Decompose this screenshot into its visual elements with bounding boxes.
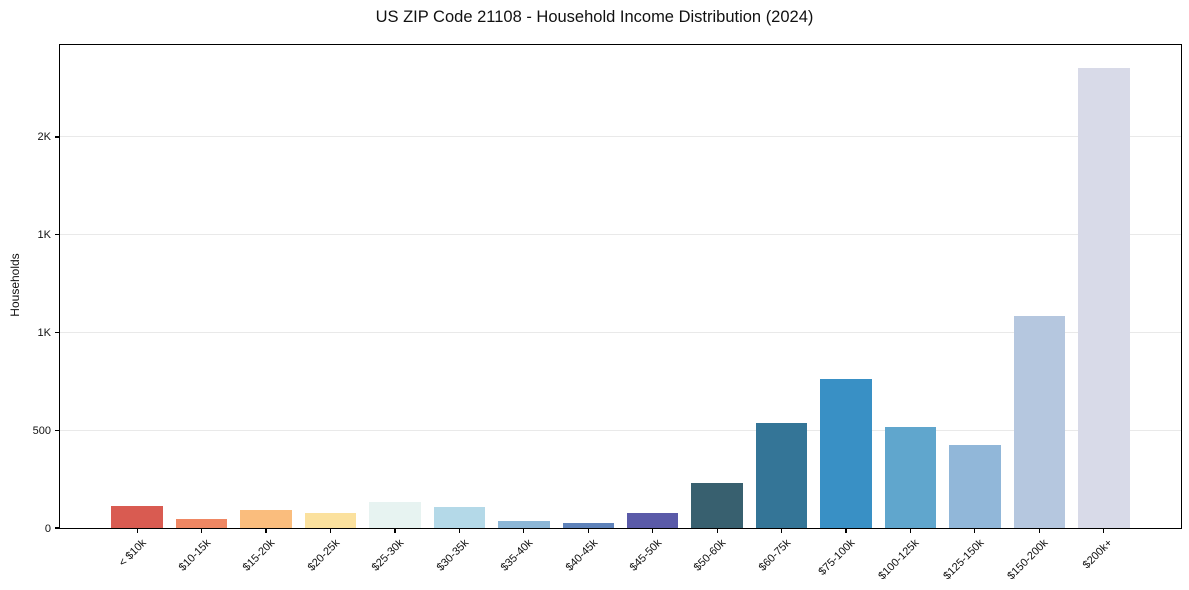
y-tick-label: 500	[32, 424, 51, 437]
x-tick-label: $15-20k	[240, 537, 278, 574]
bar	[369, 502, 421, 528]
x-tick-label: $30-35k	[434, 537, 471, 574]
bar	[949, 444, 1001, 528]
x-tick-mark	[652, 529, 654, 534]
x-tick-mark	[523, 529, 525, 534]
x-tick-mark	[329, 529, 332, 534]
x-tick-label: $200k+	[1081, 537, 1116, 572]
x-tick-mark	[780, 529, 783, 534]
y-tick-mark	[54, 331, 59, 334]
x-tick-mark	[1103, 529, 1105, 534]
x-tick-mark	[394, 529, 396, 534]
y-tick-label: 1K	[37, 229, 51, 242]
x-tick-label: $25-30k	[369, 537, 407, 574]
x-tick-label: $20-25k	[305, 537, 343, 574]
bar	[240, 510, 292, 528]
bar	[175, 519, 228, 528]
x-tick-label: $50-60k	[692, 537, 729, 574]
x-tick-mark	[909, 529, 912, 534]
x-tick-mark	[458, 529, 460, 534]
bar	[1013, 315, 1066, 528]
x-tick-label: < $10k	[116, 537, 149, 570]
y-tick-mark	[54, 429, 59, 431]
y-tick-label: 2K	[37, 131, 51, 144]
y-tick-mark	[54, 136, 59, 138]
bar	[304, 512, 357, 528]
bar	[884, 427, 937, 528]
x-tick-mark	[716, 529, 718, 534]
x-tick-mark	[587, 529, 589, 534]
chart-title: US ZIP Code 21108 - Household Income Dis…	[375, 8, 814, 26]
x-tick-mark	[136, 529, 138, 534]
x-tick-label: $45-50k	[627, 537, 665, 574]
x-tick-label: $35-40k	[498, 537, 536, 574]
x-tick-label: $60-75k	[756, 537, 794, 574]
bar	[433, 507, 486, 528]
y-tick-mark	[54, 527, 59, 529]
bar	[562, 522, 615, 528]
x-tick-mark	[265, 529, 267, 534]
bar	[498, 520, 550, 528]
x-tick-mark	[974, 529, 976, 534]
bar	[820, 379, 872, 528]
y-tick-label: 0	[44, 522, 51, 535]
x-tick-label: $100-125k	[876, 537, 922, 583]
x-tick-mark	[201, 529, 203, 534]
y-tick-mark	[54, 234, 59, 236]
bar	[626, 512, 679, 528]
bar	[755, 423, 808, 528]
gridline	[60, 136, 1181, 138]
bar	[1078, 68, 1130, 528]
x-tick-label: $40-45k	[563, 537, 600, 574]
gridline	[60, 234, 1181, 236]
x-tick-mark	[1038, 529, 1040, 534]
x-tick-label: $10-15k	[176, 537, 214, 574]
y-tick-label: 1K	[37, 326, 51, 339]
y-axis-label: Households	[8, 253, 22, 317]
x-tick-label: $150-200k	[1005, 537, 1051, 583]
bar	[691, 483, 743, 528]
x-tick-label: $75-100k	[816, 537, 858, 578]
bar	[111, 505, 163, 528]
x-tick-label: $125-150k	[941, 537, 987, 583]
plot-area: 0 500 1K 1K 2K < $10k $10-15k $15-20k $20-25k $25…	[33, 44, 1182, 582]
x-tick-mark	[845, 529, 847, 534]
